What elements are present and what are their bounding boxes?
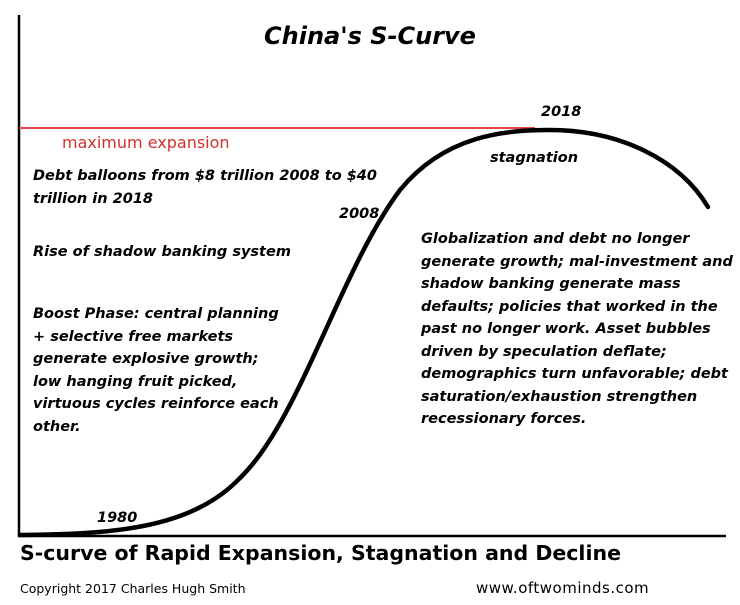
shadow-banking-annotation: Rise of shadow banking system — [33, 244, 291, 260]
copyright-text: Copyright 2017 Charles Hugh Smith — [20, 581, 246, 596]
diagram-title: China's S-Curve — [264, 22, 476, 50]
boost-phase-annotation: Boost Phase: central planning + selectiv… — [33, 306, 279, 435]
stagnation-label: stagnation — [490, 150, 579, 166]
maximum-expansion-label: maximum expansion — [62, 133, 230, 152]
year-2018-label: 2018 — [541, 104, 582, 120]
year-1980-label: 1980 — [97, 510, 138, 526]
website-url: www.oftwominds.com — [476, 579, 650, 597]
decline-annotation: Globalization and debt no longer generat… — [421, 231, 733, 427]
year-2008-label: 2008 — [339, 206, 380, 222]
debt-annotation: Debt balloons from $8 trillion 2008 to $… — [33, 168, 377, 207]
diagram-subtitle: S-curve of Rapid Expansion, Stagnation a… — [20, 541, 621, 565]
s-curve — [17, 127, 711, 538]
